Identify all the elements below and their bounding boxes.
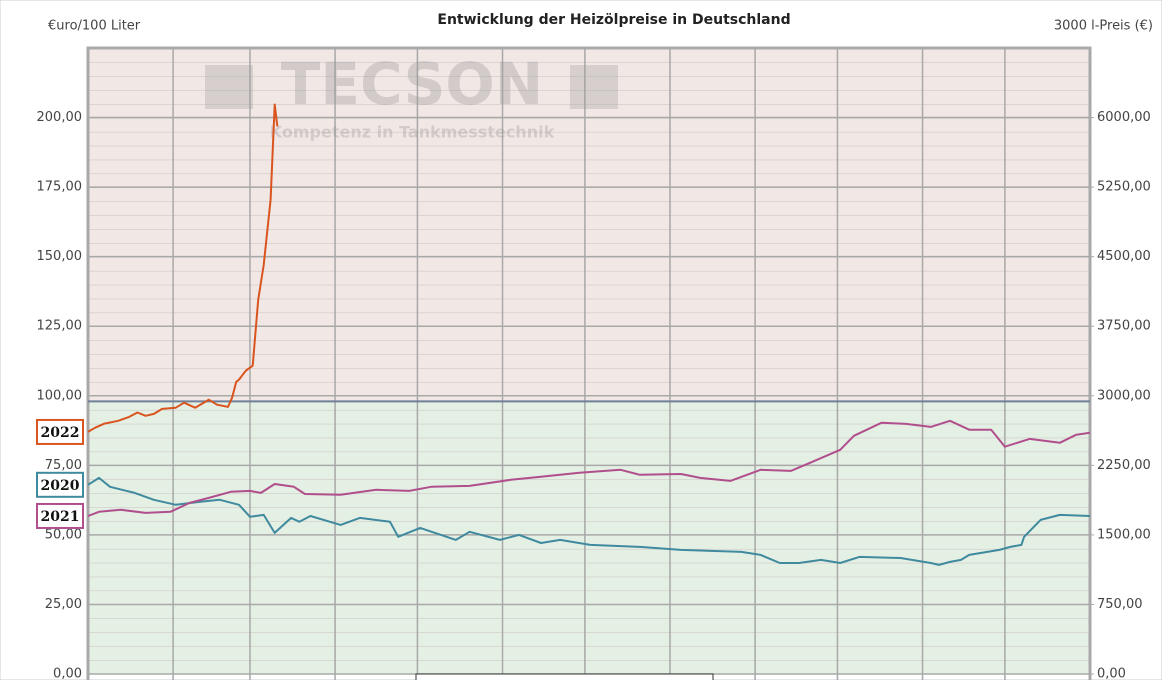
y-tick-label: 175,00 [37,180,83,195]
watermark-block [570,65,618,109]
watermark-block [205,65,253,109]
y-tick-label: 100,00 [37,388,83,403]
y-axis-label: €uro/100 Liter [48,19,141,34]
y2-tick-label: 1500,00 [1097,527,1151,542]
y2-tick-label: 5250,00 [1097,180,1151,195]
y2-tick-label: 6000,00 [1097,110,1151,125]
series-line [87,103,279,433]
y-tick-label: 125,00 [37,319,83,334]
legend-box [36,502,84,529]
y2-tick-label: 2250,00 [1097,458,1151,473]
y-tick-label: 150,00 [37,249,83,264]
y2-tick-label: 3750,00 [1097,319,1151,334]
y2-tick-label: 4500,00 [1097,249,1151,264]
y-tick-label: 50,00 [45,527,82,542]
legend-label: 2020 [41,478,80,494]
y2-tick-label: 3000,00 [1097,388,1151,403]
y-tick-label: 200,00 [37,110,83,125]
y2-tick-label: 0,00 [1097,667,1126,680]
legend-label: 2022 [41,425,80,441]
y-tick-label: 75,00 [45,458,82,473]
series-line [87,419,1091,517]
legend-box [36,471,84,498]
y-tick-label: 0,00 [53,667,82,680]
chart-title: Entwicklung der Heizölpreise in Deutschl… [437,12,790,28]
minor-grid [88,48,1090,674]
series-line [87,476,1091,566]
footer-box [415,673,714,680]
legend-label: 2021 [41,509,80,525]
y2-axis-label: 3000 l-Preis (€) [1054,19,1153,34]
legend-box [36,418,84,445]
watermark-title: TECSON [281,50,543,118]
y-tick-label: 25,00 [45,597,82,612]
watermark-subtitle: Kompetenz in Tankmesstechnik [270,123,555,142]
y2-tick-label: 750,00 [1097,597,1143,612]
